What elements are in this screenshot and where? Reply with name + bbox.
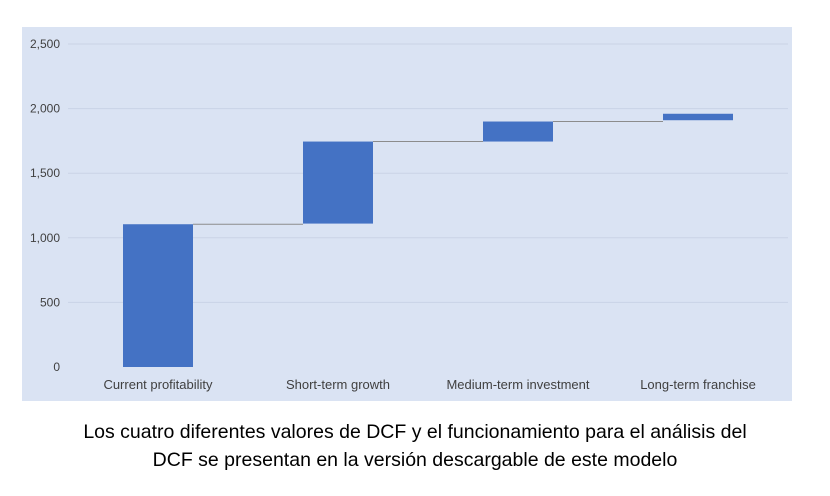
x-tick-label: Long-term franchise: [640, 377, 756, 392]
y-tick-label: 2,000: [30, 102, 60, 116]
caption-line-1: Los cuatro diferentes valores de DCF y e…: [83, 421, 747, 443]
waterfall-bar: [483, 121, 553, 142]
y-tick-label: 2,500: [30, 37, 60, 51]
x-tick-label: Medium-term investment: [446, 377, 589, 392]
x-tick-label: Short-term growth: [286, 377, 390, 392]
chart-canvas: 0 500 1,000 1,500 2,000 2,500 Current profita…: [22, 27, 792, 401]
waterfall-bar: [663, 113, 733, 121]
waterfall-chart: 0 500 1,000 1,500 2,000 2,500 Current profita…: [22, 27, 792, 401]
connector-lines: [193, 121, 663, 225]
x-axis-ticks: Current profitability Short-term growth Me…: [103, 377, 755, 392]
x-tick-label: Current profitability: [103, 377, 213, 392]
y-tick-label: 500: [40, 295, 60, 309]
y-tick-label: 1,000: [30, 231, 60, 245]
waterfall-bar: [303, 141, 373, 224]
waterfall-bar: [123, 224, 193, 367]
figure-caption: Los cuatro diferentes valores de DCF y e…: [0, 418, 830, 474]
bars: [123, 113, 733, 367]
caption-line-2: DCF se presentan en la versión descargab…: [152, 449, 678, 471]
y-axis-ticks: 0 500 1,000 1,500 2,000 2,500: [30, 37, 60, 374]
y-tick-label: 0: [53, 360, 60, 374]
y-tick-label: 1,500: [30, 166, 60, 180]
